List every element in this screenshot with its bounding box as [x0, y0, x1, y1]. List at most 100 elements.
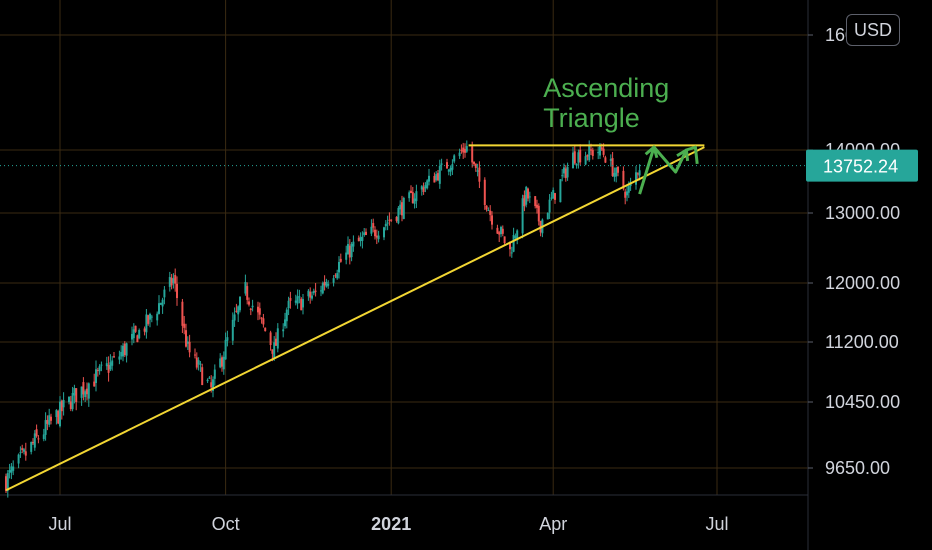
candle-body — [17, 454, 20, 464]
candle-body — [273, 342, 276, 359]
candle-body — [262, 318, 265, 325]
candle — [503, 236, 506, 245]
candle — [96, 367, 99, 377]
candle — [80, 386, 83, 406]
candle-body — [159, 302, 162, 305]
candle — [125, 342, 128, 363]
currency-button[interactable]: USD — [846, 14, 901, 46]
candle-body — [226, 337, 229, 341]
candle-body — [174, 275, 177, 284]
candle — [37, 435, 40, 444]
candle — [361, 231, 364, 249]
candle-body — [170, 277, 173, 286]
candle — [638, 164, 641, 181]
candle — [321, 281, 324, 295]
candle — [476, 163, 479, 177]
candle-body — [309, 291, 312, 298]
candle-body — [372, 223, 375, 228]
candle-body — [314, 290, 317, 292]
candle-body — [496, 227, 499, 234]
candle — [527, 187, 529, 202]
trendlines — [5, 144, 705, 492]
candle-body — [111, 360, 114, 366]
candle — [624, 188, 627, 205]
candle — [71, 386, 74, 412]
last-price-tag[interactable]: 13752.24 — [806, 149, 918, 182]
candle-body — [68, 396, 70, 403]
candle — [453, 154, 456, 164]
candle — [10, 463, 13, 480]
candle-body — [446, 162, 448, 169]
candle — [73, 384, 76, 404]
candle-body — [399, 204, 402, 210]
candle — [264, 327, 267, 332]
candle — [239, 296, 241, 313]
candle — [46, 415, 49, 431]
candlestick-series — [5, 140, 641, 498]
candle-body — [95, 369, 97, 383]
candle-body — [413, 198, 416, 204]
candle — [95, 360, 97, 392]
candle-body — [134, 325, 137, 332]
candle-body — [635, 172, 637, 185]
candle — [84, 389, 87, 403]
y-tick-label: 10450.00 — [825, 392, 900, 412]
candle-body — [521, 198, 524, 234]
candle-body — [474, 163, 477, 169]
candle — [561, 169, 564, 182]
candle — [577, 149, 580, 169]
candle — [87, 382, 90, 407]
candle — [496, 224, 499, 234]
candle-body — [221, 357, 223, 367]
candle-body — [626, 191, 628, 196]
candle-body — [390, 219, 393, 221]
candle-body — [464, 149, 466, 153]
candle — [197, 357, 200, 371]
candle — [573, 145, 576, 165]
candle — [350, 242, 353, 262]
y-tick-label: 11200.00 — [825, 332, 899, 352]
candle-body — [294, 300, 297, 303]
candle — [176, 276, 178, 306]
candle — [525, 185, 528, 208]
candle-body — [282, 329, 285, 332]
candle — [437, 170, 439, 182]
candle-body — [87, 383, 90, 399]
candle-body — [397, 207, 400, 224]
y-tick-label: 12000.00 — [825, 273, 900, 293]
candle-body — [271, 349, 274, 354]
candle-body — [323, 281, 326, 286]
candle-body — [500, 226, 502, 235]
candle-body — [332, 278, 335, 283]
candle — [451, 159, 454, 175]
candle-body — [222, 356, 225, 370]
candle — [248, 297, 250, 307]
candle — [222, 351, 225, 375]
candle-body — [138, 330, 141, 339]
candle-body — [357, 237, 360, 242]
candle — [307, 289, 310, 301]
candle-body — [501, 228, 504, 234]
candle — [111, 356, 114, 371]
candle — [208, 376, 211, 379]
candle — [235, 303, 238, 313]
candle-body — [377, 235, 380, 240]
candle — [172, 273, 175, 289]
candle-body — [473, 161, 475, 165]
price-scale[interactable]: 16000.0014000.0013000.0012000.0011200.00… — [48, 25, 918, 534]
candle-body — [591, 149, 594, 156]
candle-body — [415, 191, 418, 202]
candle — [246, 282, 249, 305]
candle — [325, 278, 328, 288]
x-tick-label: 2021 — [371, 514, 411, 534]
candle-body — [408, 192, 411, 199]
candle — [68, 396, 70, 405]
candle-body — [638, 170, 641, 176]
candle — [260, 317, 263, 324]
candle-body — [186, 341, 189, 344]
candle — [458, 148, 461, 159]
candle-body — [208, 377, 211, 379]
candle-body — [552, 190, 555, 199]
candle-body — [584, 156, 587, 165]
